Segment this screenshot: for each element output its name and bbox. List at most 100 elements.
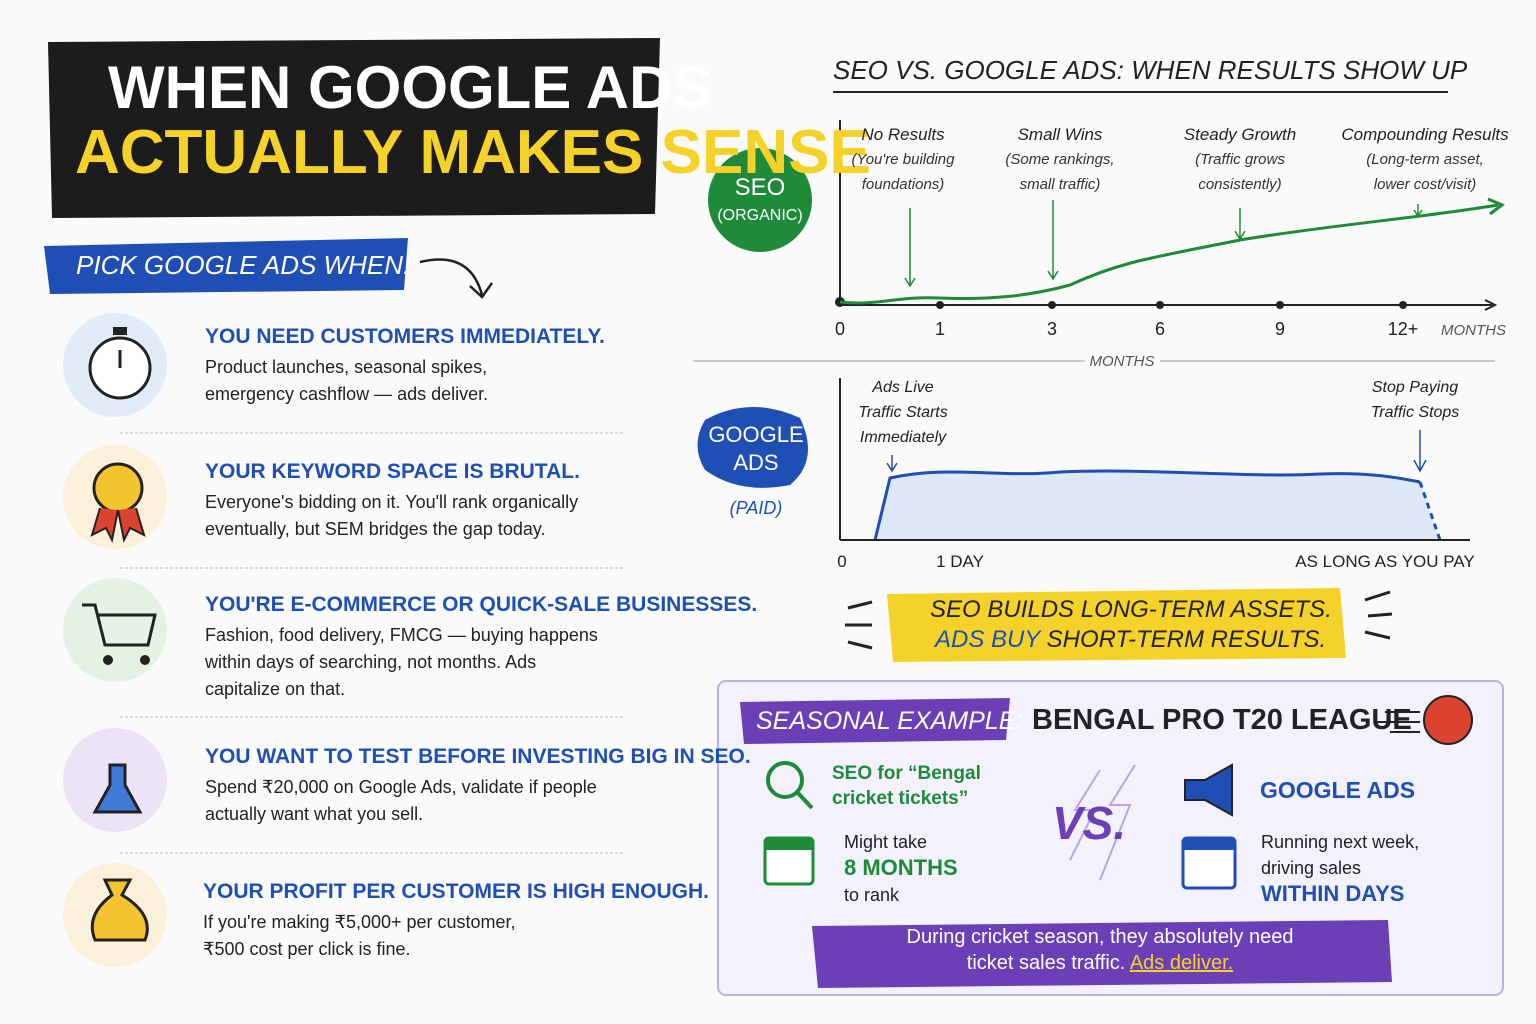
seo-badge-text: SEO [734,174,786,201]
tick-label: 9 [1274,319,1286,339]
ads-emph: WITHIN DAYS [1261,881,1405,906]
stage-text: foundations) [861,176,945,193]
tick-label: 3 [1046,319,1058,339]
stage-title: Steady Growth [1183,125,1297,144]
ads-stop-note: Stop Paying [1371,379,1459,396]
ads-line [873,469,1421,541]
item-title: YOU'RE E-COMMERCE OR QUICK-SALE BUSINESS… [205,593,758,616]
item-text: within days of searching, not months. Ad… [205,652,537,672]
calendar-icon [763,836,815,886]
seo-badge-sub: (ORGANIC) [717,207,803,224]
pick-banner [44,238,408,294]
seo-curve [839,203,1499,305]
stage-text: (Some rankings, [1005,151,1115,168]
item-text: Fashion, food delivery, FMCG — buying ha… [205,625,598,645]
ads-arrows [886,430,1427,473]
footer-text: ticket sales traffic. [966,952,1126,974]
speed-lines [1375,711,1420,733]
stage-title: Small Wins [1017,125,1103,144]
stage-text: (Long-term asset, [1366,151,1484,168]
ads-badge-sub: (PAID) [729,498,783,518]
seo-heading: SEO for “Bengal [832,763,981,784]
seo-tick-dots [835,297,1407,309]
tick-label: 0 [834,319,846,339]
ads-badge-text: ADS [733,450,779,475]
item-text: actually want what you sell. [205,804,424,824]
seo-axes [839,120,1498,311]
footer-highlight: Ads deliver. [1129,952,1234,974]
example-box [717,680,1504,996]
divider-label: MONTHS [1089,353,1155,370]
item-text: If you're making ₹5,000+ per customer, [203,912,516,932]
item-text: eventually, but SEM bridges the gap toda… [205,519,546,539]
item-title: YOU NEED CUSTOMERS IMMEDIATELY. [205,325,605,348]
ads-text: driving sales [1261,858,1362,878]
tick-label: AS LONG AS YOU PAY [1295,552,1475,571]
item-dividers [120,432,625,854]
axis-unit: MONTHS [1441,322,1506,339]
item-text: Spend ₹20,000 on Google Ads, validate if… [205,777,597,797]
callout-line: SEO BUILDS LONG-TERM ASSETS. [930,596,1332,623]
seo-emph: 8 MONTHS [844,855,958,880]
stage-title: No Results [861,125,945,144]
vs: VS. [1052,797,1127,849]
stage-text: lower cost/visit) [1373,176,1477,193]
seo-text: to rank [844,885,900,905]
tick-label: 12+ [1387,319,1419,339]
ads-badge-text: GOOGLE [708,422,804,447]
example-title: BENGAL PRO T20 LEAGUE [1032,704,1412,736]
seo-text: Might take [844,832,928,852]
title-line: ACTUALLY MAKES SENSE [75,118,871,187]
ads-start-note: Traffic Starts [858,404,948,421]
ads-badge [697,406,808,488]
callout-line: ADS BUY SHORT-TERM RESULTS. [935,628,1326,652]
seo-heading: cricket tickets” [832,788,969,809]
stage-title: Compounding Results [1341,125,1509,144]
callout-text: SHORT-TERM RESULTS. [1046,626,1327,653]
footer-band [812,920,1392,988]
title-line: WHEN GOOGLE ADS [108,54,713,121]
tick-label: 6 [1154,319,1166,339]
item-icons [63,313,167,967]
item-text: ₹500 cost per click is fine. [203,939,411,959]
pick-label: PICK GOOGLE ADS WHEN: [76,250,411,280]
ads-start-note: Immediately [859,429,947,446]
tick-label: 0 [837,552,847,571]
callout-highlight: ADS BUY [935,626,1040,653]
footer-line: ticket sales traffic. Ads deliver. [967,953,1233,973]
stage-text: (Traffic grows [1195,151,1285,168]
tick-label: 1 DAY [936,552,984,571]
example-label: SEASONAL EXAMPLE: [756,707,1023,735]
ads-area [875,471,1440,540]
calendar-icon [1181,836,1237,890]
stage-text: consistently) [1198,176,1282,193]
footer-line: During cricket season, they absolutely n… [906,926,1294,948]
arrow [419,258,494,299]
vs-bolts [1069,764,1136,881]
stage-text: small traffic) [1019,176,1101,193]
ads-text: Running next week, [1261,832,1420,852]
stage-text: (You're building [851,151,955,168]
item-title: YOU WANT TO TEST BEFORE INVESTING BIG IN… [205,745,751,768]
ads-stop-note: Traffic Stops [1370,404,1460,421]
callout-marks [845,590,1393,650]
item-text: Product launches, seasonal spikes, [205,357,488,377]
item-title: YOUR KEYWORD SPACE IS BRUTAL. [205,460,580,483]
cricket-ball [1423,695,1473,745]
megaphone-icon [1184,763,1233,817]
callout-band [887,588,1346,662]
title-block [48,38,660,218]
timeline-title: SEO VS. GOOGLE ADS: WHEN RESULTS SHOW UP [833,55,1468,85]
tick-label: 1 [934,319,946,339]
ads-axes [839,378,1470,541]
stage-arrows [904,200,1423,288]
magnifier-icon [766,761,814,810]
item-text: capitalize on that. [205,679,346,699]
item-title: YOUR PROFIT PER CUSTOMER IS HIGH ENOUGH. [203,880,709,903]
ads-start-note: Ads Live [872,379,934,396]
seo-arrowhead [1487,197,1505,216]
seo-badge [708,148,812,252]
item-text: emergency cashflow — ads deliver. [205,384,489,404]
